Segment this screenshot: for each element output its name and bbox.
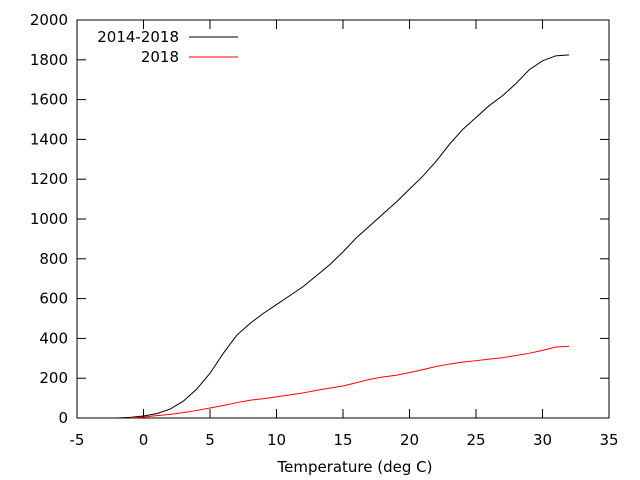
legend: 2014-2018 2018 — [97, 28, 238, 66]
y-tick-label: 200 — [39, 369, 68, 387]
plot-frame — [76, 19, 610, 419]
x-tick-label: 35 — [599, 431, 618, 449]
y-tick-label: 1800 — [30, 51, 68, 69]
x-tick-label: 20 — [400, 431, 419, 449]
legend-label-0: 2014-2018 — [97, 28, 179, 46]
y-tick-label: 1400 — [30, 130, 68, 148]
x-tick-label: 30 — [533, 431, 552, 449]
x-tick-label: 0 — [139, 431, 149, 449]
y-tick-label: 1600 — [30, 91, 68, 109]
y-tick-label: 0 — [58, 409, 68, 427]
y-tick-label: 800 — [39, 250, 68, 268]
legend-label-1: 2018 — [141, 48, 179, 66]
y-tick-label: 1200 — [30, 170, 68, 188]
y-tick-label: 1000 — [30, 210, 68, 228]
series-line-0 — [116, 54, 570, 419]
y-tick-label: 2000 — [30, 11, 68, 29]
series-line-1 — [130, 345, 570, 419]
x-tick-label: -5 — [70, 431, 85, 449]
x-tick-label: 15 — [333, 431, 352, 449]
x-axis-label: Temperature (deg C) — [276, 458, 432, 476]
y-tick-label: 600 — [39, 290, 68, 308]
x-tick-label: 25 — [466, 431, 485, 449]
x-tick-label: 10 — [267, 431, 286, 449]
x-tick-label: 5 — [205, 431, 215, 449]
y-tick-label: 400 — [39, 329, 68, 347]
